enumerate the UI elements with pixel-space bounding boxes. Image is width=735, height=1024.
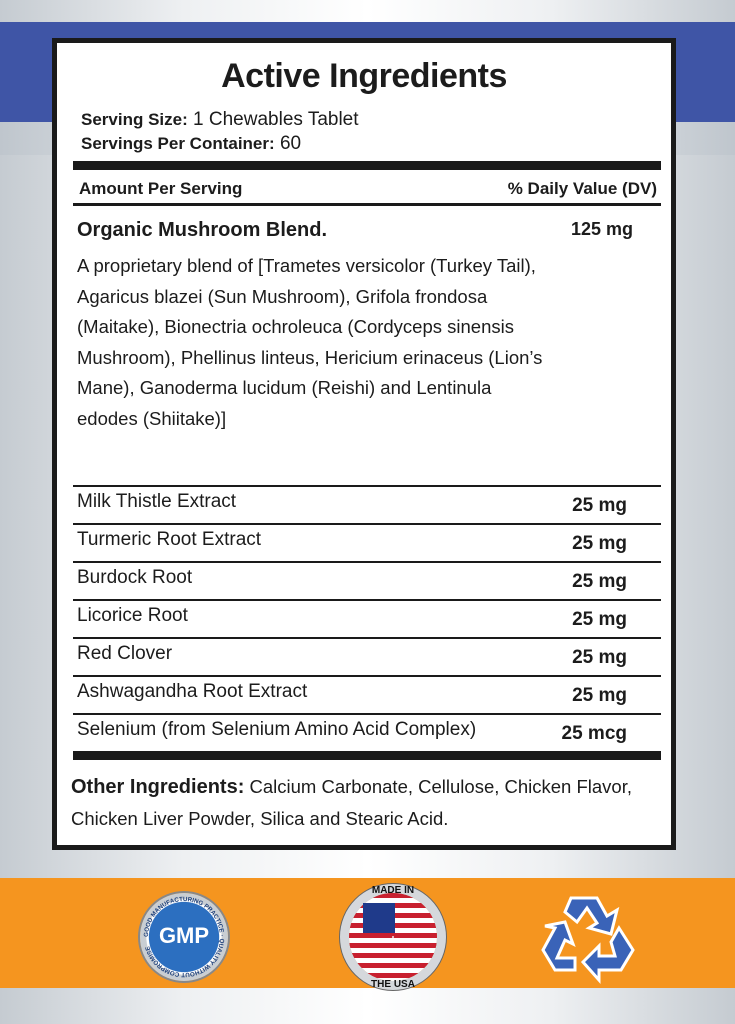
ingredient-row: Licorice Root 25 mg <box>73 599 661 637</box>
ingredient-amount: 25 mcg <box>561 723 627 744</box>
ingredient-name: Burdock Root <box>77 567 193 588</box>
ingredient-amount: 25 mg <box>572 609 627 630</box>
blend-name: Organic Mushroom Blend. <box>77 219 328 241</box>
ingredient-amount: 25 mg <box>572 495 627 516</box>
supplement-facts-panel: Active Ingredients Serving Size: 1 Chewa… <box>52 38 676 850</box>
ingredient-amount: 25 mg <box>572 685 627 706</box>
ingredient-row: Selenium (from Selenium Amino Acid Compl… <box>73 713 661 751</box>
ingredient-name: Selenium (from Selenium Amino Acid Compl… <box>77 719 477 740</box>
blend-amount: 125 mg <box>570 219 633 239</box>
ingredient-name: Red Clover <box>77 643 173 664</box>
ingredient-amount: 25 mg <box>572 571 627 592</box>
recycle-icon <box>541 896 635 984</box>
ingredient-amount: 25 mg <box>572 647 627 668</box>
blend-description: A proprietary blend of [Trametes versico… <box>77 255 543 429</box>
serving-size: Serving Size: 1 Chewables Tablet <box>81 109 359 130</box>
made-in-usa-badge-icon: MADE IN THE USA <box>349 885 437 990</box>
ingredient-row: Ashwagandha Root Extract 25 mg <box>73 675 661 713</box>
ingredient-row: Turmeric Root Extract 25 mg <box>73 523 661 561</box>
divider <box>73 203 661 206</box>
ingredient-name: Ashwagandha Root Extract <box>77 681 308 702</box>
ingredient-name: Turmeric Root Extract <box>77 529 262 550</box>
ingredient-row: Red Clover 25 mg <box>73 637 661 675</box>
ingredient-name: Milk Thistle Extract <box>77 491 237 512</box>
servings-per-container: Servings Per Container: 60 <box>81 133 302 154</box>
ingredient-amount: 25 mg <box>572 533 627 554</box>
panel-title: Active Ingredients <box>221 57 507 95</box>
divider-thick <box>73 751 661 760</box>
divider-thick <box>73 161 661 170</box>
other-ingredients: Other Ingredients: Calcium Carbonate, Ce… <box>71 776 633 829</box>
column-header: Amount Per Serving% Daily Value (DV) <box>79 179 657 198</box>
ingredient-row: Burdock Root 25 mg <box>73 561 661 599</box>
gmp-ring-text: GOOD MANUFACTURING PRACTICE · QUALITY WI… <box>143 896 225 978</box>
ingredient-row: Milk Thistle Extract 25 mg <box>73 485 661 523</box>
ingredient-name: Licorice Root <box>77 605 188 626</box>
gmp-badge-icon: GOOD MANUFACTURING PRACTICE · QUALITY WI… <box>140 893 228 981</box>
